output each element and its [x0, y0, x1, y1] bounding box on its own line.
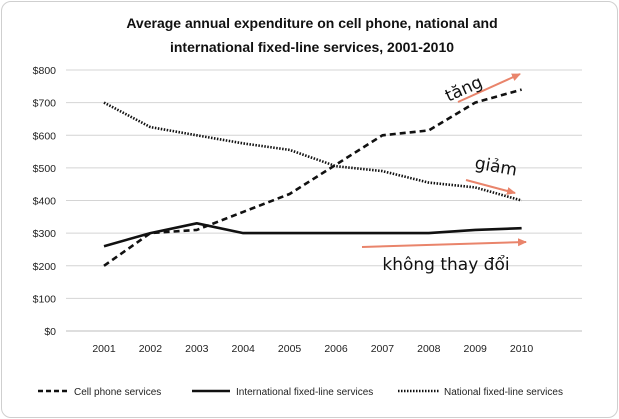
x-tick-label: 2009 [464, 343, 488, 355]
x-tick-label: 2010 [510, 343, 534, 355]
x-tick-label: 2006 [324, 343, 348, 355]
annotation-increase: tăng [442, 72, 485, 106]
y-tick-label: $200 [33, 261, 57, 273]
y-tick-label: $100 [33, 293, 57, 305]
x-tick-label: 2004 [232, 343, 256, 355]
y-tick-label: $400 [33, 196, 57, 208]
y-tick-label: $0 [44, 326, 56, 338]
chart-title-line-1: Average annual expenditure on cell phone… [126, 15, 497, 31]
annotation-arrow-decrease [465, 179, 516, 195]
y-tick-label: $300 [33, 228, 57, 240]
x-tick-label: 2002 [139, 343, 163, 355]
chart-title-line-2: international fixed-line services, 2001-… [170, 39, 454, 55]
series-lines [103, 88, 522, 267]
annotation-decrease: giảm [473, 154, 518, 181]
x-tick-label: 2003 [185, 343, 209, 355]
legend-label-national: National fixed-line services [444, 387, 563, 398]
y-tick-label: $600 [33, 130, 57, 142]
y-tick-label: $500 [33, 163, 57, 175]
x-tick-label: 2007 [371, 343, 395, 355]
legend-label-cell-phone: Cell phone services [74, 387, 161, 398]
x-axis-tick-labels: 2001 2002 2003 2004 2005 2006 2007 2008 2009 2010 [92, 343, 533, 355]
series-line-2 [103, 101, 522, 202]
series-line-0 [103, 88, 522, 267]
annotation-unchanged: không thay đổi [382, 254, 509, 275]
legend-label-international: International fixed-line services [236, 387, 373, 398]
gridlines [66, 69, 582, 332]
annotation-arrow-increase [457, 73, 521, 103]
annotation-arrow-unchanged [361, 238, 527, 248]
x-tick-label: 2001 [92, 343, 116, 355]
legend: Cell phone services International fixed-… [38, 387, 563, 398]
y-tick-label: $700 [33, 98, 57, 110]
y-tick-label: $800 [33, 65, 57, 77]
series-line-1 [103, 222, 522, 248]
x-tick-label: 2005 [278, 343, 302, 355]
y-axis-tick-labels: $0 $100 $200 $300 $400 $500 $600 $700 $800 [33, 65, 57, 338]
x-tick-label: 2008 [417, 343, 441, 355]
